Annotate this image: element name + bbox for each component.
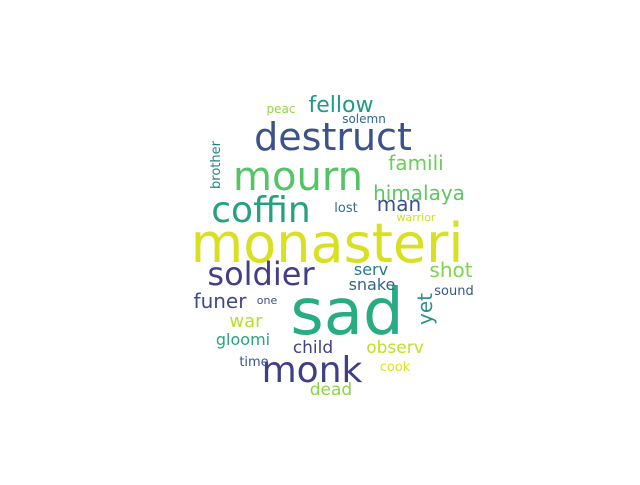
word-serv: serv [354,260,388,279]
word-sound: sound [434,284,473,299]
word-shot: shot [429,258,472,282]
word-yet: yet [413,293,437,325]
word-brother: brother [209,140,224,189]
word-lost: lost [334,201,357,216]
word-observ: observ [366,338,424,358]
word-man: man [377,192,421,216]
word-soldier: soldier [207,255,315,293]
word-fellow: fellow [309,93,374,118]
word-sad: sad [290,276,403,350]
word-one: one [257,294,278,307]
word-monasteri: monasteri [191,212,464,275]
word-coffin: coffin [211,190,310,231]
word-gloomi: gloomi [216,330,270,349]
word-warrior: warrior [397,211,436,224]
word-destruct: destruct [254,115,412,159]
word-himalaya: himalaya [373,181,465,205]
word-dead: dead [310,380,352,400]
word-funer: funer [194,289,248,313]
word-time: time [239,355,268,370]
word-monk: monk [262,350,363,391]
word-cook: cook [380,360,411,375]
word-solemn: solemn [342,112,386,126]
word-child: child [293,338,333,358]
word-peac: peac [267,102,296,116]
word-snake: snake [349,275,396,294]
word-mourn: mourn [233,154,363,200]
word-famili: famili [388,151,443,175]
word-war: war [229,311,263,332]
